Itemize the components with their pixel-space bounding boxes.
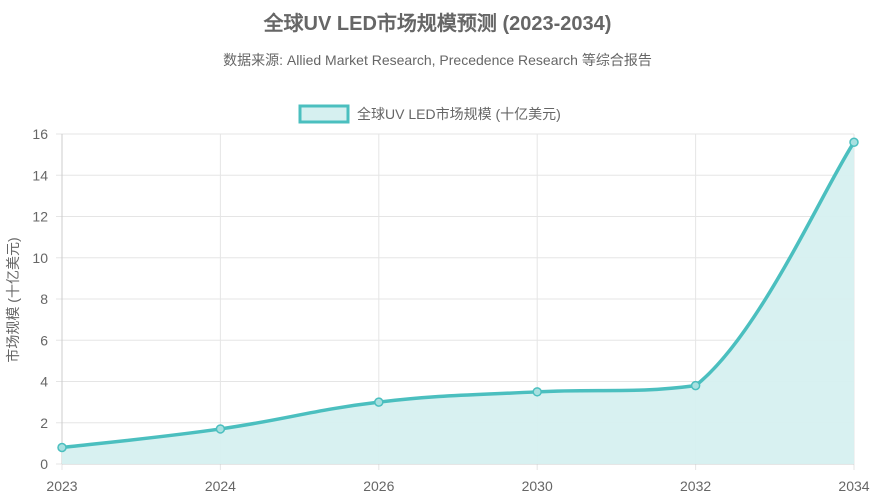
legend-label[interactable]: 全球UV LED市场规模 (十亿美元) [357,106,561,122]
legend-swatch[interactable] [298,104,350,124]
data-point[interactable] [57,442,67,453]
x-tick-label: 2023 [46,478,77,494]
y-axis-title: 市场规模 (十亿美元) [5,237,21,362]
x-tick-label: 2030 [522,478,553,494]
chart-subtitle: 数据来源: Allied Market Research, Precedence… [223,52,652,68]
y-tick-label: 0 [40,456,48,472]
y-tick-label: 14 [32,167,48,183]
y-tick-label: 2 [40,415,48,431]
series-layer [57,137,859,464]
x-tick-label: 2024 [205,478,236,494]
x-tick-label: 2026 [363,478,394,494]
y-tick-label: 8 [40,291,48,307]
legend[interactable]: 全球UV LED市场规模 (十亿美元) [298,104,561,124]
chart-title: 全球UV LED市场规模预测 (2023-2034) [263,11,612,35]
x-tick-label: 2032 [680,478,711,494]
x-tick-label: 2034 [838,478,869,494]
data-point[interactable] [374,397,384,407]
y-tick-label: 12 [32,209,48,225]
y-tick-label: 6 [40,332,48,348]
data-point[interactable] [215,424,226,434]
y-tick-label: 10 [32,250,48,266]
data-point[interactable] [849,137,859,147]
axis-layer: 0 2 4 6 8 10 12 14 16 2023 2024 2026 2030 2032 2034 [32,126,869,494]
series-line [61,141,856,450]
series-area [62,142,854,464]
data-point[interactable] [690,380,701,391]
y-tick-label: 4 [40,374,48,390]
y-tick-label: 16 [32,126,48,142]
data-point[interactable] [532,387,542,397]
